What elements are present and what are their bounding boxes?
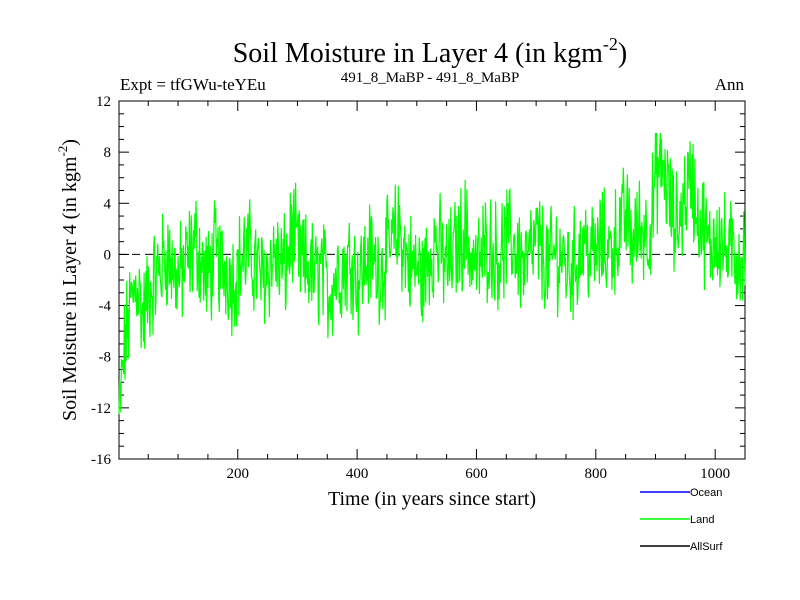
y-tick-label: 12 (96, 94, 111, 110)
series-layer (118, 132, 746, 415)
series-line-land (118, 132, 746, 415)
season-label: Ann (715, 75, 745, 94)
axis-tick-labels: 200 400 600 800 1000 -16 -12 -8 -4 0 4 8 12 (91, 94, 730, 482)
y-tick-label: -4 (99, 299, 112, 315)
y-tick-label: -12 (91, 401, 111, 417)
x-axis-label: Time (in years since start) (328, 488, 536, 510)
legend: Ocean Land AllSurf (640, 487, 723, 553)
y-tick-label: 8 (104, 145, 112, 161)
y-tick-label: 4 (104, 196, 112, 212)
experiment-label: Expt = tfGWu-teYEu (120, 75, 266, 94)
x-tick-label: 400 (346, 466, 369, 482)
x-tick-label: 800 (585, 466, 608, 482)
legend-label-ocean: Ocean (690, 487, 722, 499)
y-tick-label: 0 (104, 247, 112, 263)
y-tick-label: -8 (99, 350, 112, 366)
legend-label-land: Land (690, 514, 714, 526)
legend-label-allsurf: AllSurf (690, 541, 723, 553)
period-label: 491_8_MaBP - 491_8_MaBP (341, 70, 520, 86)
y-tick-label: -16 (91, 452, 111, 468)
y-axis-label: Soil Moisture in Layer 4 (in kgm-2) (55, 139, 81, 421)
chart-title: Soil Moisture in Layer 4 (in kgm-2) (233, 34, 628, 69)
x-tick-label: 1000 (700, 466, 730, 482)
x-tick-label: 600 (465, 466, 488, 482)
x-tick-label: 200 (227, 466, 250, 482)
